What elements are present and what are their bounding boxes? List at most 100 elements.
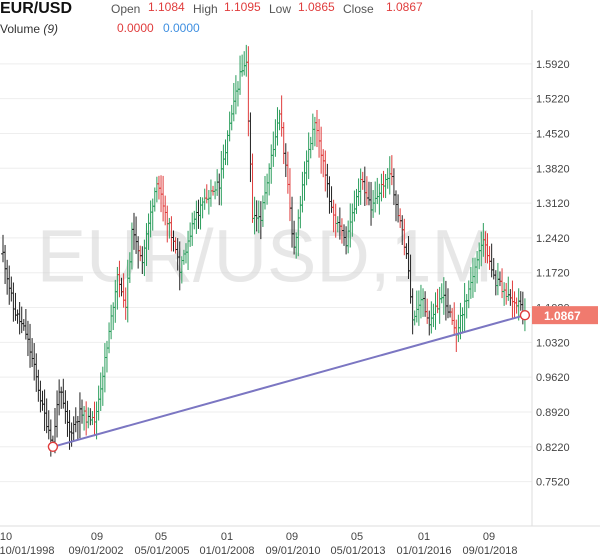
ohlc-bar: [448, 304, 453, 318]
ohlc-bar: [317, 118, 322, 158]
x-tick-label-top: 09: [286, 531, 298, 543]
ohlc-bar: [497, 271, 502, 287]
ohlc-bar: [77, 392, 82, 439]
ohlc-bar: [32, 343, 37, 381]
ohlc-bar: [65, 400, 70, 437]
ohlc-bar: [92, 401, 97, 437]
ohlc-bar: [510, 280, 515, 320]
last-price-tag: [532, 306, 598, 325]
ohlc-bar: [244, 44, 249, 77]
ohlc-bars: [1, 44, 527, 457]
ohlc-bar: [285, 151, 290, 194]
watermark: EUR/USD,1M: [37, 215, 493, 298]
ohlc-bar: [275, 107, 280, 146]
trendline-layer[interactable]: [47, 309, 531, 452]
ohlc-bar: [221, 144, 226, 179]
ohlc-bar: [100, 366, 105, 406]
ohlc-bar: [59, 386, 64, 409]
ohlc-bar: [36, 369, 41, 402]
y-tick-label: 0.7520: [536, 477, 570, 489]
ohlc-bar: [306, 132, 311, 180]
ohlc-bar: [379, 173, 384, 202]
ohlc-bar: [219, 150, 224, 206]
y-tick-label: 1.5220: [536, 94, 570, 106]
ohlc-bar: [71, 416, 76, 442]
ohlc-bar: [107, 322, 112, 354]
volume-value-2: 0.0000: [163, 21, 200, 35]
last-price-tag-layer: 1.0867: [532, 306, 598, 325]
symbol-title: EUR/USD: [0, 0, 73, 17]
ohlc-bar: [86, 407, 91, 429]
ohlc-bar: [204, 184, 209, 204]
ohlc-bar: [450, 308, 455, 325]
ohlc-bar: [302, 161, 307, 201]
ohlc-bar: [360, 171, 365, 190]
x-tick-label-top: 09: [483, 531, 495, 543]
y-tick-label: 1.5920: [536, 59, 570, 71]
ohlc-bar: [156, 175, 161, 200]
ohlc-bar: [433, 292, 438, 330]
ohlc-bar: [362, 166, 367, 206]
trendline-end-handle[interactable]: [519, 309, 531, 321]
ohlc-bar: [391, 168, 396, 206]
ohlc-bar: [34, 353, 39, 392]
x-tick-label-top: 09: [91, 531, 103, 543]
ohlc-bar: [279, 95, 284, 137]
ohlc-bar: [46, 410, 51, 440]
x-tick-label-bottom: 05/01/2013: [330, 545, 385, 557]
ohlc-bar: [227, 111, 232, 142]
ohlc-bar: [61, 378, 66, 409]
trendline-start-handle[interactable]: [47, 441, 59, 452]
close-label: Close: [343, 2, 374, 16]
ohlc-bar: [354, 188, 359, 214]
ohlc-bar: [308, 136, 313, 159]
last-price-value: 1.0867: [544, 309, 581, 323]
ohlc-bar: [242, 51, 247, 76]
ohlc-bar: [19, 306, 24, 334]
ohlc-bar: [454, 319, 459, 352]
x-axis: 10 09 05 01 09 05 01 09 10/01/1998 09/01/2002 05/0…: [0, 525, 600, 557]
ohlc-bar: [375, 177, 380, 205]
ohlc-bar: [75, 416, 80, 441]
volume-period: (9): [43, 22, 59, 36]
ohlc-bar: [40, 390, 45, 411]
ohlc-bar: [55, 390, 60, 438]
ohlc-bar: [69, 422, 74, 447]
ohlc-bar: [506, 276, 511, 301]
ohlc-bar: [3, 244, 8, 285]
trendline[interactable]: [52, 314, 526, 448]
ohlc-bar: [42, 389, 47, 431]
ohlc-bar: [202, 188, 207, 210]
ohlc-bar: [373, 181, 378, 213]
ohlc-bar: [287, 168, 292, 222]
ohlc-bar: [504, 282, 509, 305]
ohlc-bar: [383, 173, 388, 199]
ohlc-bar: [240, 54, 245, 77]
grid: [0, 63, 532, 483]
ohlc-bar: [109, 304, 114, 340]
ohlc-bar: [98, 372, 103, 412]
ohlc-bar: [90, 411, 95, 426]
ohlc-bar: [111, 302, 116, 331]
y-tick-label: 1.3120: [536, 198, 570, 210]
ohlc-bar: [366, 181, 371, 206]
ohlc-bar: [425, 298, 430, 324]
high-value: 1.1095: [224, 0, 261, 14]
ohlc-bar: [82, 406, 87, 431]
ohlc-bar: [17, 301, 22, 335]
x-tick-label-bottom: 10/01/1998: [0, 545, 55, 557]
ohlc-bar: [356, 178, 361, 207]
ohlc-bar: [427, 310, 432, 336]
ohlc-bar: [460, 307, 465, 334]
ohlc-bar: [412, 310, 417, 326]
ohlc-bar: [1, 234, 5, 263]
ohlc-bar: [429, 301, 434, 334]
x-tick-label-bottom: 01/01/2008: [199, 545, 254, 557]
ohlc-bar: [265, 173, 270, 205]
ohlc-bar: [23, 308, 28, 340]
ohlc-bar: [456, 314, 461, 342]
y-tick-label: 1.1720: [536, 268, 570, 280]
x-tick-label-bottom: 09/01/2010: [265, 545, 320, 557]
